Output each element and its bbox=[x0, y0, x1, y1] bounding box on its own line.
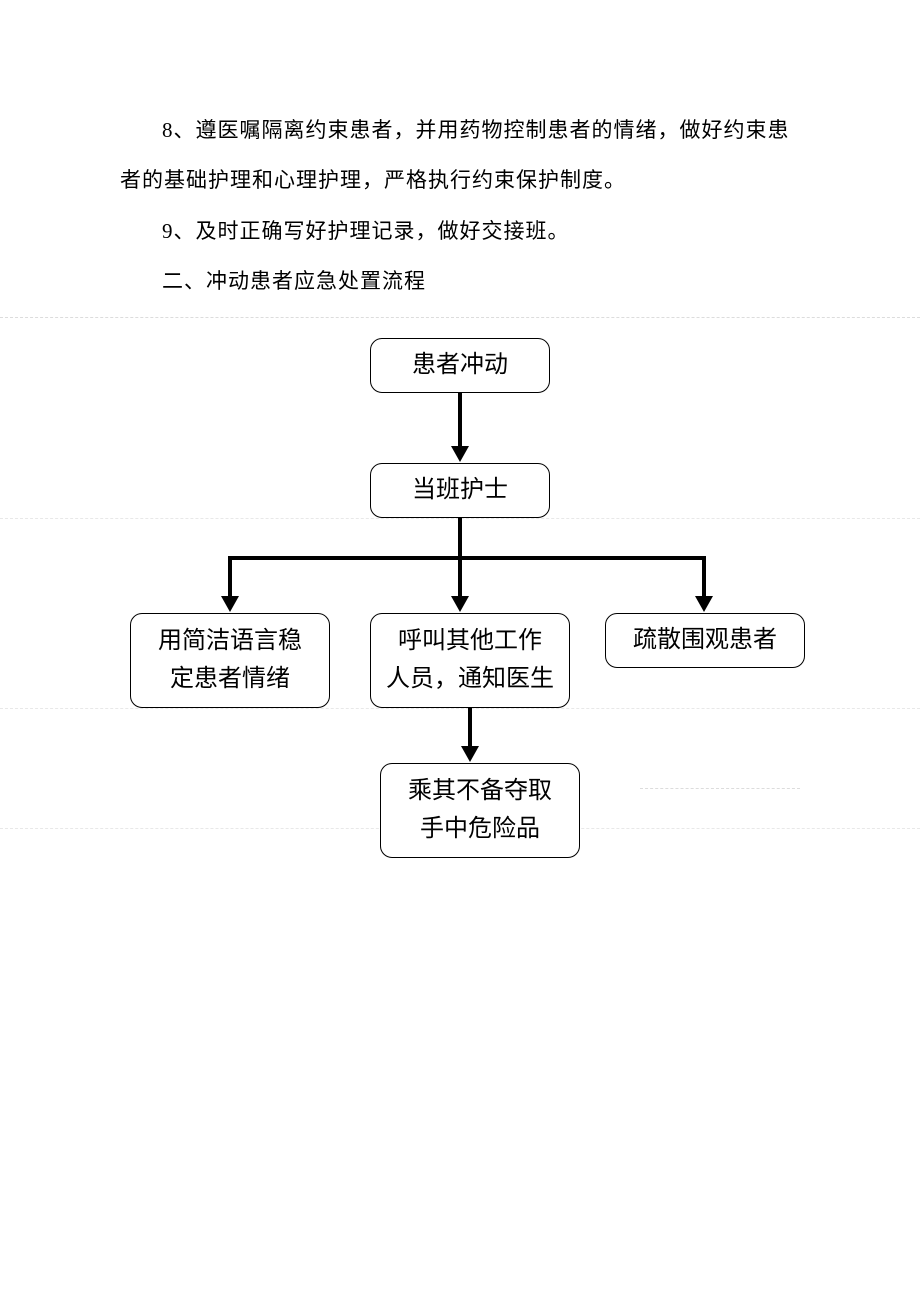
arrow-line bbox=[228, 556, 232, 598]
node-label: 患者冲动 bbox=[412, 346, 508, 384]
node-duty-nurse: 当班护士 bbox=[370, 463, 550, 518]
node-label: 用简洁语言稳定患者情绪 bbox=[158, 622, 302, 699]
arrow-head-icon bbox=[451, 596, 469, 612]
arrow-head-icon bbox=[451, 446, 469, 462]
arrow-head-icon bbox=[221, 596, 239, 612]
node-evacuate: 疏散围观患者 bbox=[605, 613, 805, 668]
node-label: 疏散围观患者 bbox=[633, 621, 777, 659]
paragraph-8: 8、遵医嘱隔离约束患者，并用药物控制患者的情绪，做好约束患者的基础护理和心理护理… bbox=[120, 105, 800, 206]
arrow-head-icon bbox=[695, 596, 713, 612]
arrow-line bbox=[228, 556, 704, 560]
flowchart: 患者冲动 当班护士 用简洁语言稳定患者情绪 呼叫其他工作人员，通知医生 疏散围观… bbox=[0, 317, 920, 847]
grid-line bbox=[640, 788, 800, 789]
arrow-head-icon bbox=[461, 746, 479, 762]
node-label: 呼叫其他工作人员，通知医生 bbox=[386, 622, 554, 699]
node-calm-language: 用简洁语言稳定患者情绪 bbox=[130, 613, 330, 708]
node-patient-impulse: 患者冲动 bbox=[370, 338, 550, 393]
arrow-line bbox=[458, 393, 462, 448]
arrow-line bbox=[458, 556, 462, 598]
arrow-line bbox=[458, 518, 462, 558]
grid-line bbox=[0, 708, 920, 709]
node-label: 乘其不备夺取手中危险品 bbox=[408, 772, 552, 849]
node-seize-item: 乘其不备夺取手中危险品 bbox=[380, 763, 580, 858]
document-text-section: 8、遵医嘱隔离约束患者，并用药物控制患者的情绪，做好约束患者的基础护理和心理护理… bbox=[0, 0, 920, 307]
paragraph-9: 9、及时正确写好护理记录，做好交接班。 bbox=[120, 206, 800, 256]
node-call-staff: 呼叫其他工作人员，通知医生 bbox=[370, 613, 570, 708]
section-heading-2: 二、冲动患者应急处置流程 bbox=[120, 256, 800, 306]
arrow-line bbox=[468, 708, 472, 748]
node-label: 当班护士 bbox=[412, 471, 508, 509]
arrow-line bbox=[702, 556, 706, 598]
